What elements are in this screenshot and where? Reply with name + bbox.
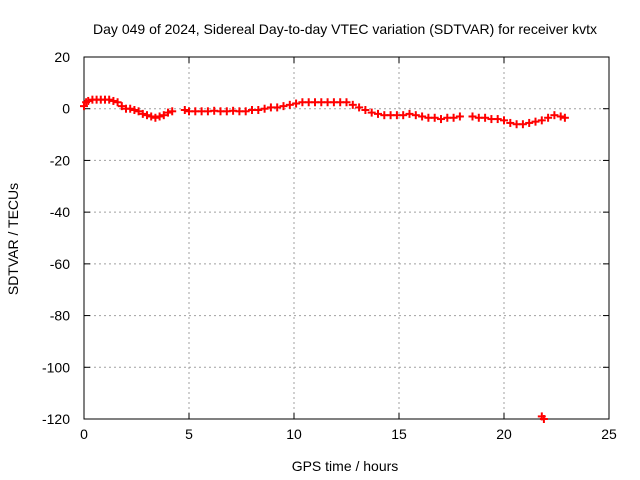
- data-point: [292, 99, 301, 108]
- data-point: [130, 106, 139, 115]
- data-point: [550, 111, 559, 120]
- data-point: [279, 102, 288, 111]
- x-tick-label: 15: [391, 426, 407, 442]
- data-point: [168, 107, 177, 116]
- y-tick-label: -40: [50, 204, 70, 220]
- x-tick-label: 0: [80, 426, 88, 442]
- data-point: [418, 112, 427, 121]
- data-point: [374, 109, 382, 118]
- y-axis-label: SDTVAR / TECUs: [5, 183, 21, 295]
- data-point: [143, 111, 151, 120]
- data-point: [151, 113, 160, 122]
- data-point: [525, 118, 534, 127]
- data-point: [355, 103, 364, 112]
- data-point: [273, 103, 282, 112]
- data-point: [518, 120, 527, 129]
- data-point: [113, 98, 122, 107]
- data-point: [506, 118, 515, 127]
- y-tick-label: 0: [62, 101, 70, 117]
- data-point: [117, 102, 126, 111]
- data-point: [367, 108, 376, 117]
- data-point: [500, 116, 508, 125]
- data-point: [531, 117, 540, 126]
- data-point: [147, 112, 156, 121]
- data-point: [84, 96, 93, 105]
- data-point: [342, 98, 351, 107]
- data-point: [254, 106, 263, 115]
- data-point: [411, 111, 420, 120]
- plot-frame: [83, 56, 610, 420]
- data-point: [468, 112, 477, 121]
- data-point: [430, 113, 439, 122]
- data-point: [556, 112, 565, 121]
- data-point: [399, 111, 408, 120]
- y-tick-label: -20: [50, 152, 70, 168]
- data-point: [109, 96, 118, 105]
- data-point: [260, 104, 269, 113]
- data-point: [493, 115, 502, 124]
- data-point: [560, 113, 569, 122]
- x-tick-label: 5: [185, 426, 193, 442]
- data-point: [449, 113, 458, 122]
- data-point: [241, 107, 250, 116]
- x-tick-label: 25: [601, 426, 617, 442]
- y-tick-label: -60: [50, 256, 70, 272]
- data-point: [455, 112, 464, 121]
- y-tick-label: -120: [42, 411, 70, 427]
- grid-lines: [84, 57, 609, 419]
- data-point: [164, 108, 172, 117]
- data-point: [481, 113, 490, 122]
- data-point: [285, 100, 294, 109]
- data-point: [159, 111, 168, 120]
- data-point: [361, 106, 370, 115]
- y-tick-label: -80: [50, 308, 70, 324]
- data-point: [537, 116, 546, 125]
- data-point: [134, 107, 143, 116]
- data-point: [138, 109, 147, 118]
- data-point: [180, 106, 189, 115]
- y-tick-label: 20: [54, 49, 70, 65]
- axis-ticks: 0 5 10 15 20 25 20 0 -20 -40 -60 -80 -100 -120: [42, 49, 617, 442]
- data-point: [539, 415, 548, 423]
- y-tick-label: -100: [42, 359, 70, 375]
- data-point: [348, 100, 357, 109]
- data-point: [155, 112, 164, 121]
- x-axis-label: GPS time / hours: [292, 458, 399, 474]
- chart-title: Day 049 of 2024, Sidereal Day-to-day VTE…: [93, 21, 597, 37]
- x-tick-label: 10: [286, 426, 302, 442]
- data-point: [405, 109, 414, 118]
- data-point: [126, 104, 135, 113]
- data-points: [80, 95, 569, 423]
- data-point: [544, 113, 553, 122]
- x-tick-label: 20: [496, 426, 512, 442]
- data-point: [105, 95, 114, 104]
- data-point: [437, 115, 445, 124]
